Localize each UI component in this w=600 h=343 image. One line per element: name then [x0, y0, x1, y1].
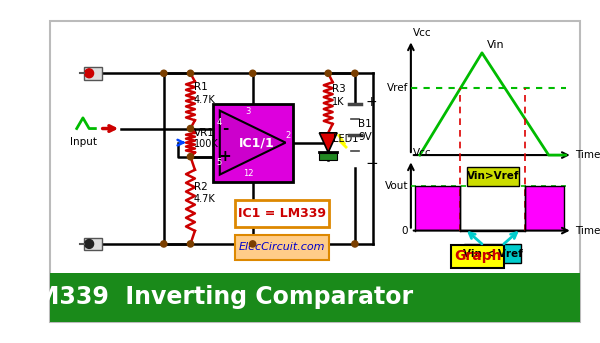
- Text: +: +: [219, 149, 232, 164]
- FancyBboxPatch shape: [464, 244, 521, 263]
- Bar: [319, 153, 337, 159]
- Circle shape: [85, 239, 94, 248]
- Text: 4.7K: 4.7K: [194, 95, 216, 105]
- Text: VR1: VR1: [194, 128, 215, 138]
- Text: Time: Time: [575, 226, 600, 236]
- Text: 5: 5: [216, 158, 221, 167]
- Circle shape: [187, 241, 194, 247]
- Text: ElecCircuit.com: ElecCircuit.com: [239, 243, 325, 252]
- Bar: [84, 67, 101, 80]
- FancyBboxPatch shape: [467, 167, 518, 186]
- FancyBboxPatch shape: [235, 200, 329, 227]
- FancyBboxPatch shape: [451, 245, 504, 268]
- Text: Vin < Vref: Vin < Vref: [463, 249, 523, 259]
- Bar: [212, 104, 293, 182]
- Text: R1: R1: [194, 82, 208, 92]
- Circle shape: [161, 241, 167, 247]
- Bar: [50, 273, 580, 322]
- Text: Vin>Vref: Vin>Vref: [467, 172, 519, 181]
- Text: 100K: 100K: [194, 139, 219, 149]
- Text: 12: 12: [243, 169, 253, 178]
- Text: R2: R2: [194, 182, 208, 192]
- Text: −: −: [365, 156, 378, 172]
- Circle shape: [187, 154, 194, 160]
- Text: +: +: [365, 95, 377, 109]
- Text: Vin: Vin: [487, 40, 504, 50]
- Text: 4: 4: [216, 118, 221, 127]
- Text: Input: Input: [70, 137, 97, 146]
- Text: Vcc: Vcc: [413, 148, 431, 158]
- Circle shape: [352, 241, 358, 247]
- Bar: [415, 186, 460, 230]
- Text: 2: 2: [286, 131, 291, 140]
- Text: Vref: Vref: [387, 83, 408, 93]
- Text: 9V: 9V: [358, 131, 372, 142]
- Circle shape: [325, 70, 331, 76]
- Text: R3: R3: [332, 84, 346, 94]
- Text: Vout: Vout: [385, 181, 408, 191]
- Polygon shape: [319, 133, 337, 152]
- Text: 4.7K: 4.7K: [194, 194, 216, 204]
- Bar: [84, 238, 101, 250]
- Text: 3: 3: [245, 107, 251, 116]
- Text: IC1/1: IC1/1: [239, 136, 275, 149]
- FancyBboxPatch shape: [235, 235, 329, 260]
- Text: IC1 = LM339: IC1 = LM339: [238, 207, 326, 220]
- Text: -: -: [222, 121, 229, 136]
- Text: LED1: LED1: [332, 134, 358, 144]
- Circle shape: [352, 70, 358, 76]
- Text: Time: Time: [575, 150, 600, 160]
- Text: Graph: Graph: [454, 249, 501, 263]
- Circle shape: [161, 70, 167, 76]
- Circle shape: [85, 69, 94, 78]
- Circle shape: [187, 126, 194, 132]
- Bar: [526, 186, 564, 230]
- Circle shape: [250, 241, 256, 247]
- Polygon shape: [220, 111, 286, 175]
- Circle shape: [187, 70, 194, 76]
- Text: LM339  Inverting Comparator: LM339 Inverting Comparator: [21, 285, 413, 309]
- Text: 0: 0: [402, 226, 408, 236]
- Text: Vcc: Vcc: [413, 28, 431, 38]
- Text: 1K: 1K: [332, 97, 344, 107]
- Circle shape: [250, 70, 256, 76]
- Text: B1: B1: [358, 119, 372, 129]
